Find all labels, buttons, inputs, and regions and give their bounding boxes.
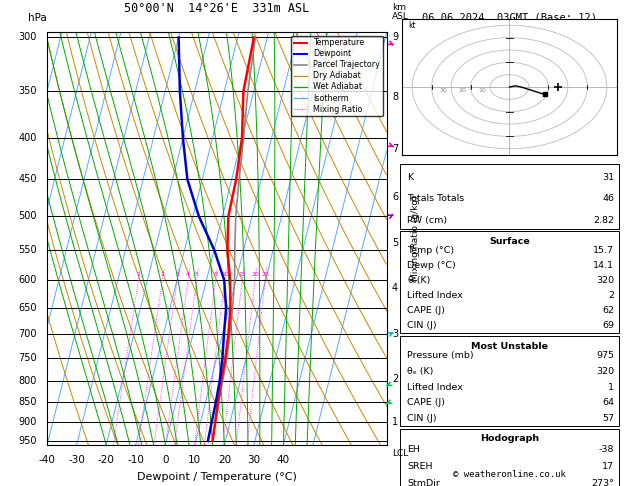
Text: 3: 3 [175,272,179,277]
Text: 700: 700 [18,329,37,339]
Text: CIN (J): CIN (J) [407,321,437,330]
Text: 1: 1 [608,382,614,392]
Text: 5: 5 [392,238,398,248]
Text: 9: 9 [392,33,398,42]
Text: 1: 1 [136,272,140,277]
Bar [400,429,619,486]
Text: 320: 320 [596,367,614,376]
Text: 300: 300 [19,33,37,42]
Text: 2.82: 2.82 [593,216,614,225]
Text: 350: 350 [18,87,37,96]
Text: 550: 550 [18,244,37,255]
Text: 57: 57 [602,414,614,423]
Text: 64: 64 [602,399,614,407]
Text: 950: 950 [18,436,37,446]
Text: θₑ(K): θₑ(K) [407,276,430,285]
Text: Lifted Index: Lifted Index [407,382,463,392]
Text: 600: 600 [19,275,37,285]
Text: LCL: LCL [392,449,408,458]
Text: 8: 8 [214,272,218,277]
Text: 2: 2 [160,272,164,277]
Text: 25: 25 [261,272,269,277]
Text: 0: 0 [162,455,169,465]
Text: 10: 10 [479,88,486,93]
Text: hPa: hPa [28,13,47,23]
Text: Dewpoint / Temperature (°C): Dewpoint / Temperature (°C) [137,471,297,482]
Text: 30: 30 [439,88,447,93]
Text: SREH: SREH [407,462,433,471]
Text: 320: 320 [596,276,614,285]
Text: PW (cm): PW (cm) [407,216,447,225]
Text: 450: 450 [18,174,37,184]
Text: -30: -30 [69,455,85,465]
Text: 850: 850 [18,397,37,407]
Text: CAPE (J): CAPE (J) [407,399,445,407]
Text: 31: 31 [602,173,614,182]
Text: 975: 975 [596,351,614,360]
Text: 30: 30 [247,455,260,465]
Text: Dewp (°C): Dewp (°C) [407,261,456,270]
Bar [400,231,619,333]
Text: 14.1: 14.1 [593,261,614,270]
Text: 750: 750 [18,353,37,363]
Text: 15: 15 [238,272,246,277]
Text: 4: 4 [392,283,398,293]
Text: 8: 8 [392,92,398,103]
Text: Hodograph: Hodograph [480,434,539,443]
Text: 800: 800 [19,376,37,386]
Text: © weatheronline.co.uk: © weatheronline.co.uk [453,470,566,479]
Text: CIN (J): CIN (J) [407,414,437,423]
Text: 4: 4 [186,272,190,277]
Text: Pressure (mb): Pressure (mb) [407,351,474,360]
Text: 69: 69 [602,321,614,330]
Text: 2: 2 [608,291,614,300]
Text: kt: kt [408,21,416,30]
Text: 900: 900 [19,417,37,427]
Text: Mixing Ratio (g/kg): Mixing Ratio (g/kg) [411,195,420,281]
Text: EH: EH [407,445,420,454]
Text: 20: 20 [459,88,467,93]
Text: 20: 20 [218,455,231,465]
Text: -10: -10 [127,455,144,465]
Text: 500: 500 [18,211,37,221]
Text: 62: 62 [602,306,614,315]
Text: -20: -20 [97,455,114,465]
Bar [400,164,619,229]
Text: 20: 20 [251,272,259,277]
Text: 06.06.2024  03GMT (Base: 12): 06.06.2024 03GMT (Base: 12) [422,12,597,22]
Text: 6: 6 [392,192,398,202]
Text: 15.7: 15.7 [593,246,614,255]
Text: 17: 17 [602,462,614,471]
Bar [400,336,619,426]
Text: K: K [407,173,413,182]
Text: 10: 10 [221,272,229,277]
Text: 10: 10 [188,455,201,465]
Text: StmDir: StmDir [407,479,440,486]
Text: 1: 1 [392,417,398,427]
Text: Totals Totals: Totals Totals [407,194,464,203]
Text: CAPE (J): CAPE (J) [407,306,445,315]
Text: 40: 40 [277,455,290,465]
Text: 2: 2 [392,374,398,383]
Text: km
ASL: km ASL [392,2,409,21]
Text: 400: 400 [19,133,37,143]
Text: -38: -38 [599,445,614,454]
Text: 3: 3 [392,329,398,339]
Text: 5: 5 [195,272,199,277]
Text: 50°00'N  14°26'E  331m ASL: 50°00'N 14°26'E 331m ASL [125,2,309,15]
Text: -40: -40 [39,455,55,465]
Text: θₑ (K): θₑ (K) [407,367,433,376]
Text: Temp (°C): Temp (°C) [407,246,454,255]
Text: 7: 7 [392,144,398,155]
Text: Lifted Index: Lifted Index [407,291,463,300]
Legend: Temperature, Dewpoint, Parcel Trajectory, Dry Adiabat, Wet Adiabat, Isotherm, Mi: Temperature, Dewpoint, Parcel Trajectory… [291,35,383,116]
Text: 273°: 273° [591,479,614,486]
Text: 650: 650 [18,303,37,313]
Text: 46: 46 [602,194,614,203]
Text: Most Unstable: Most Unstable [471,342,548,350]
Text: Surface: Surface [489,237,530,246]
